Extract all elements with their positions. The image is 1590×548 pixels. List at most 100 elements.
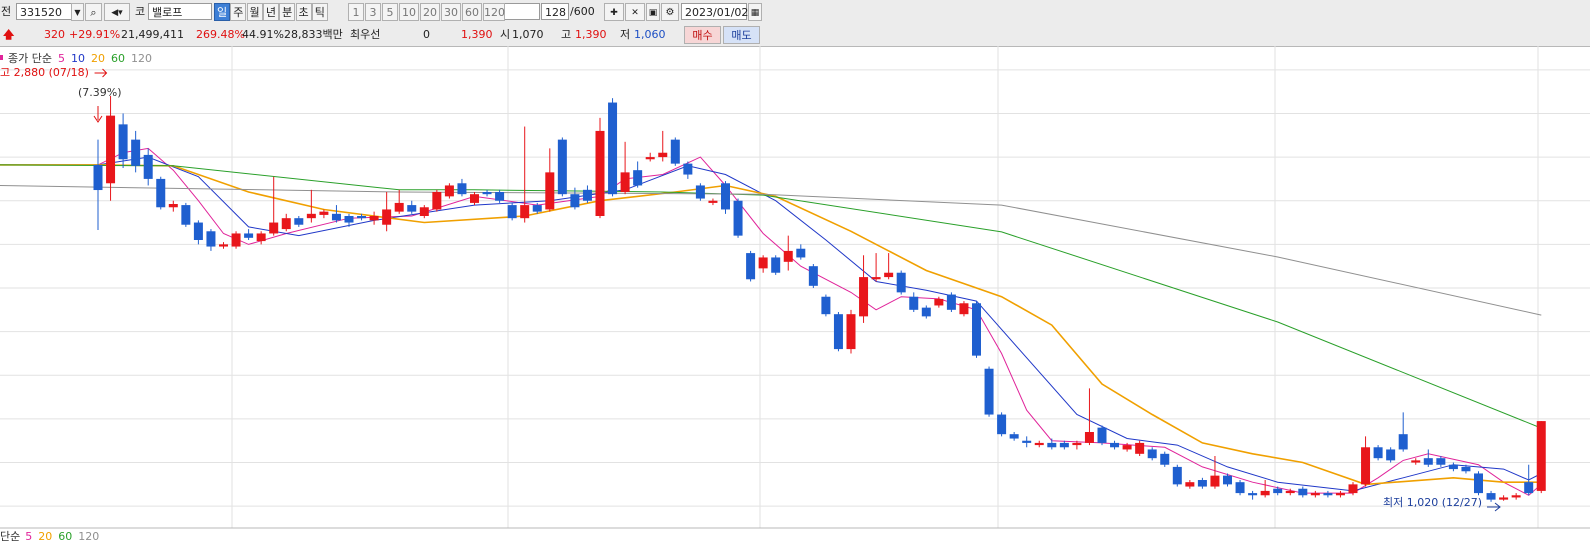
lower-legend-entry: 60	[58, 530, 72, 543]
candle-body	[93, 164, 103, 191]
dropdown[interactable]: ▼	[71, 3, 84, 21]
candle	[595, 117, 605, 219]
candle	[357, 213, 367, 221]
candle-body	[582, 189, 592, 201]
candle-body	[570, 194, 580, 208]
candle-body	[1298, 488, 1308, 496]
candle-body	[708, 200, 718, 203]
candle-body	[796, 248, 806, 258]
candle-body	[382, 209, 392, 225]
candle-body	[457, 183, 467, 195]
candle	[1361, 436, 1371, 487]
candle-body	[896, 272, 906, 293]
interval-button[interactable]: 20	[420, 3, 440, 21]
candle-body	[1348, 484, 1358, 494]
candle-body	[1147, 449, 1157, 459]
blank-select[interactable]	[502, 3, 540, 20]
period-button[interactable]: 틱	[311, 3, 328, 21]
candle	[608, 98, 618, 197]
candle	[1197, 477, 1207, 489]
interval-button[interactable]: 10	[399, 3, 419, 21]
interval-button[interactable]: 30	[441, 3, 461, 21]
candle	[997, 412, 1007, 437]
candle	[871, 253, 881, 282]
settings-button[interactable]: ⚙	[661, 3, 679, 21]
interval-button[interactable]: 5	[382, 3, 398, 21]
candle-body	[695, 185, 705, 199]
period-button[interactable]: 분	[279, 3, 296, 21]
candle	[984, 366, 994, 417]
toolbar: 전 331520 ▼ ⌕ ◀▾ 코 밸로프 128 /600 ✚ ✕ ▣ ⚙ 2…	[0, 0, 1590, 26]
period-button[interactable]: 월	[246, 3, 263, 21]
interval-button[interactable]: 3	[365, 3, 381, 21]
legend-entry: 120	[131, 52, 152, 65]
candle	[168, 200, 178, 212]
candle-body	[545, 172, 555, 210]
legend-entry: 5	[58, 52, 65, 65]
candle-body	[1084, 432, 1094, 443]
candle	[1022, 436, 1032, 448]
search-button[interactable]: ⌕	[85, 3, 102, 21]
tool-button[interactable]: ✚	[604, 3, 624, 21]
name-input[interactable]: 밸로프	[148, 3, 212, 20]
candle-body	[1386, 449, 1396, 461]
high: 1,390	[575, 28, 607, 41]
candle	[721, 181, 730, 214]
period-button[interactable]: 주	[230, 3, 247, 21]
period-button[interactable]: 초	[295, 3, 312, 21]
buy-button[interactable]: 매수	[684, 26, 721, 44]
candle-body	[1536, 421, 1546, 491]
calendar-button[interactable]: ▦	[748, 3, 762, 21]
period-button[interactable]: 년	[262, 3, 279, 21]
interval-button[interactable]: 1	[348, 3, 364, 21]
candle-body	[1260, 490, 1270, 496]
candle	[294, 216, 304, 227]
candle-body	[557, 139, 567, 195]
candle	[93, 139, 103, 230]
tool-button[interactable]: ✕	[625, 3, 645, 21]
candle	[1335, 490, 1345, 498]
candle	[1248, 490, 1258, 500]
candle-body	[833, 314, 843, 350]
candle-body	[520, 205, 530, 219]
volume: 21,499,411	[121, 28, 184, 41]
candle	[319, 209, 329, 219]
change: 320	[44, 28, 65, 41]
candle	[394, 189, 404, 214]
period-button[interactable]: 일	[214, 3, 230, 21]
legend-entry: 20	[91, 52, 105, 65]
candle-body	[1486, 493, 1496, 500]
sell-button[interactable]: 매도	[723, 26, 760, 44]
candle-body	[181, 205, 191, 225]
low-label: 저	[620, 28, 631, 41]
save-button[interactable]: ▣	[646, 3, 660, 21]
candle	[407, 200, 417, 214]
candle	[1185, 480, 1195, 489]
candle	[193, 220, 203, 245]
date-input[interactable]: 2023/01/02	[681, 3, 748, 20]
candle	[1009, 432, 1019, 441]
candle	[1160, 451, 1170, 467]
candle	[219, 242, 228, 249]
amount: 28,833백만	[284, 28, 343, 41]
interval-button[interactable]: 60	[462, 3, 482, 21]
candle	[482, 189, 492, 197]
candle	[331, 205, 341, 223]
candle	[582, 185, 592, 203]
quote-bar: 🡅 320 +29.91% 21,499,411 269.48% 44.91% …	[0, 25, 1590, 47]
candle	[419, 205, 429, 219]
lower-legend-entry: 120	[78, 530, 99, 543]
candle-body	[746, 253, 756, 280]
code-input[interactable]: 331520	[16, 3, 72, 20]
candle	[231, 231, 241, 249]
candle	[972, 301, 981, 358]
candle	[1524, 464, 1534, 496]
interval-button[interactable]: 120	[483, 3, 505, 21]
sound-button[interactable]: ◀▾	[104, 3, 130, 21]
candle	[520, 126, 530, 223]
candle	[1348, 482, 1358, 496]
candle	[1084, 388, 1094, 446]
count-input[interactable]: 128	[541, 3, 569, 20]
candle	[733, 198, 743, 238]
candle-body	[319, 211, 329, 215]
